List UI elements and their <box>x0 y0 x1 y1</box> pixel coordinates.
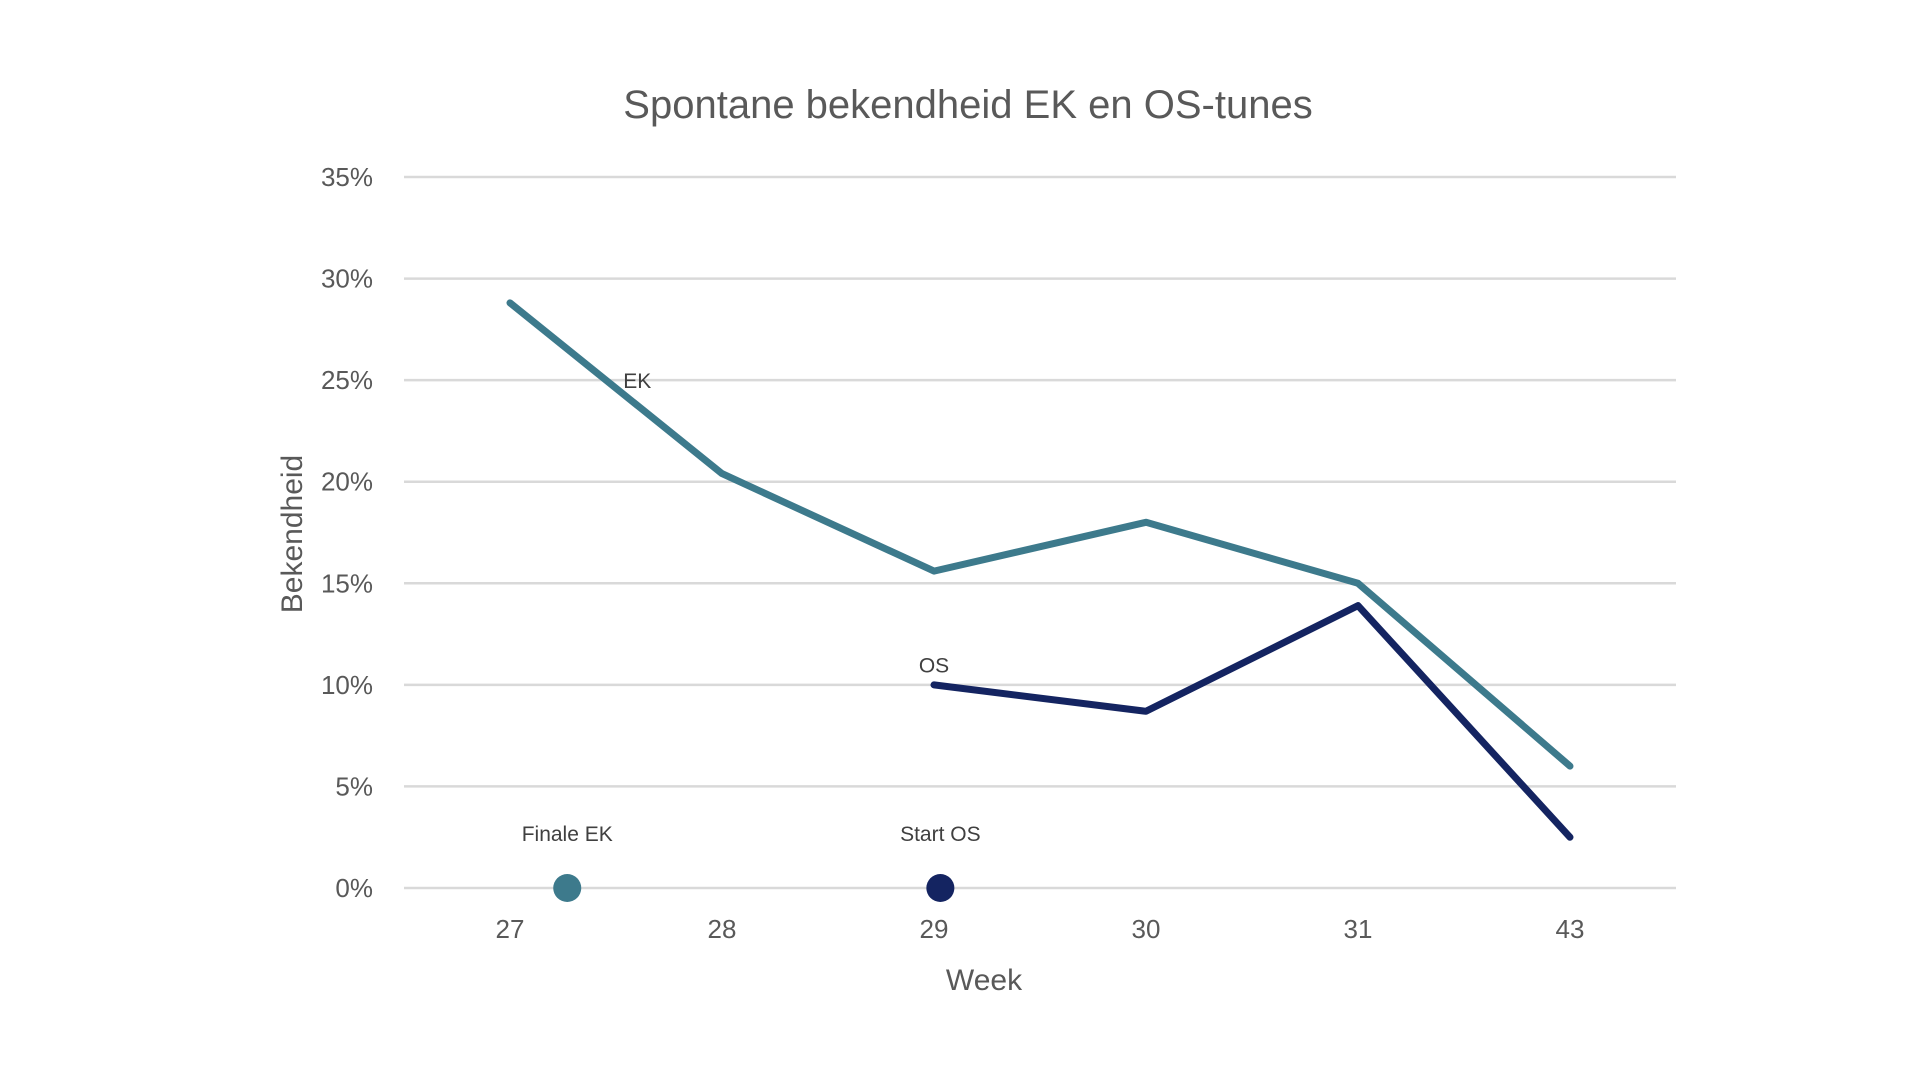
y-tick-label: 20% <box>321 467 373 497</box>
event-markers: Finale EK Start OS <box>522 823 981 902</box>
series-label-ek: EK <box>623 370 651 393</box>
x-axis-title: Week <box>946 964 1023 997</box>
series-label-os: OS <box>919 655 949 678</box>
event-marker-dot <box>926 874 955 902</box>
event-marker-label: Finale EK <box>522 823 613 846</box>
series-line-os <box>930 602 1574 841</box>
x-tick-label: 29 <box>920 914 949 944</box>
y-tick-label: 35% <box>321 162 373 192</box>
y-axis-title: Bekendheid <box>276 455 309 613</box>
y-tick-label: 30% <box>321 264 373 294</box>
gridlines <box>404 175 1676 890</box>
x-tick-label: 31 <box>1344 914 1373 944</box>
y-tick-label: 15% <box>321 568 373 598</box>
y-tick-label: 10% <box>321 670 373 700</box>
x-tick-label: 30 <box>1132 914 1161 944</box>
y-tick-label: 5% <box>335 771 373 801</box>
event-marker-dot <box>553 874 582 902</box>
event-marker-label: Start OS <box>900 823 981 846</box>
series-line-ek <box>506 299 1574 770</box>
x-tick-label: 28 <box>708 914 737 944</box>
x-tick-label: 43 <box>1556 914 1585 944</box>
y-axis-tick-labels: 0% 5% 10% 15% 20% 25% 30% 35% <box>321 162 373 903</box>
series-lines <box>506 299 1574 841</box>
y-tick-label: 25% <box>321 365 373 395</box>
y-tick-label: 0% <box>335 873 373 903</box>
x-tick-label: 27 <box>496 914 525 944</box>
x-axis-tick-labels: 27 28 29 30 31 43 <box>496 914 1585 944</box>
chart-title: Spontane bekendheid EK en OS-tunes <box>623 83 1312 127</box>
series-labels: EK OS <box>623 370 949 677</box>
